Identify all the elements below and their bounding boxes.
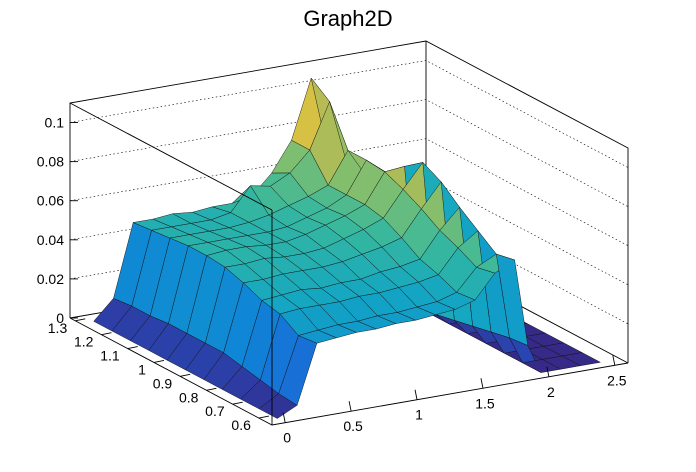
y-tick-label: 0.9 [153,375,173,391]
y-tick [153,360,165,363]
y-tick-label: 1.3 [48,320,68,336]
x-tick [480,378,484,389]
axis-box-front [69,102,629,426]
x-tick-label: 1 [415,407,423,423]
x-tick-label: 2.5 [607,372,627,388]
y-tick-label: 1.1 [100,348,120,364]
y-tick-label: 0.8 [179,389,199,405]
z-tick-label: 0.06 [37,193,64,209]
z-tick-label: 0 [56,310,64,326]
x-tick [546,366,550,377]
y-tick-label: 1.2 [74,334,94,350]
y-tick-label: 0.6 [231,417,251,433]
x-tick-label: 2 [547,384,555,400]
y-tick-label: 1 [138,361,146,377]
x-tick-label: 1.5 [475,395,495,411]
y-tick [206,387,217,391]
front-floor-edges [69,317,629,426]
x-tick-label: 0.5 [343,418,363,434]
y-tick [258,415,269,419]
y-tick [75,318,86,322]
y-tick-label: 0.7 [205,403,225,419]
surface-cell [561,352,601,366]
chart-title: Graph2D [303,6,392,31]
x-tick [348,401,352,412]
x-tick [612,355,616,366]
top-left-edge [69,102,273,211]
x-tick [414,389,418,400]
x-tick-label: 0 [283,430,291,446]
y-tick [180,373,191,377]
y-tick [127,346,138,350]
z-tick-label: 0.04 [37,232,64,248]
z-tick-label: 0.1 [45,115,65,131]
z-tick-label: 0.02 [37,271,64,287]
y-tick [101,332,112,336]
x-tick [282,412,286,423]
surface-mesh [93,77,601,419]
z-tick-label: 0.08 [37,154,64,170]
axis-ticks: 0 0.02 0.04 0.06 0.08 0.1 0 0.5 1 1.5 2 2.5 0.6 0.7 0.… [37,115,627,446]
y-tick [232,401,243,405]
